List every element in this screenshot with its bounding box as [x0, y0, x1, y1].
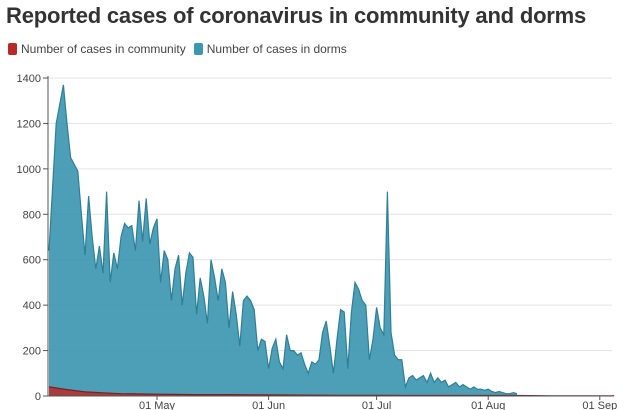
x-tick-label: 01 May	[139, 400, 176, 410]
x-tick-label: 01 Jun	[252, 400, 285, 410]
x-tick-label: 01 Aug	[471, 400, 505, 410]
y-tick-label: 400	[23, 300, 41, 312]
gridlines	[48, 77, 612, 352]
y-tick-label: 200	[23, 346, 41, 358]
series-area-dorms	[49, 84, 517, 397]
legend-item-community[interactable]: Number of cases in community	[8, 42, 186, 56]
legend-label-community: Number of cases in community	[21, 42, 186, 56]
series-area-community	[49, 386, 615, 396]
legend-label-dorms: Number of cases in dorms	[206, 42, 347, 56]
legend-item-dorms[interactable]: Number of cases in dorms	[193, 42, 347, 56]
series-line-dorms	[48, 84, 518, 395]
legend: Number of cases in community Number of c…	[8, 42, 355, 56]
y-tick-label: 800	[23, 209, 41, 221]
legend-swatch-dorms	[193, 43, 203, 55]
axes: 0 200 400 600 800 1000 1200 1400 01 May 01 Jun 01 …	[17, 73, 618, 410]
y-tick-label: 1000	[17, 164, 41, 176]
y-tick-label: 1200	[17, 118, 41, 130]
x-tick-label: 01 Jul	[362, 400, 391, 410]
chart-title: Reported cases of coronavirus in communi…	[6, 3, 587, 28]
y-tick-label: 0	[35, 391, 41, 403]
y-tick-label: 1400	[17, 73, 41, 85]
legend-swatch-community	[8, 43, 17, 55]
y-tick-label: 600	[23, 255, 41, 267]
x-tick-label: 01 Sep	[582, 400, 617, 410]
series-layer	[48, 84, 615, 397]
